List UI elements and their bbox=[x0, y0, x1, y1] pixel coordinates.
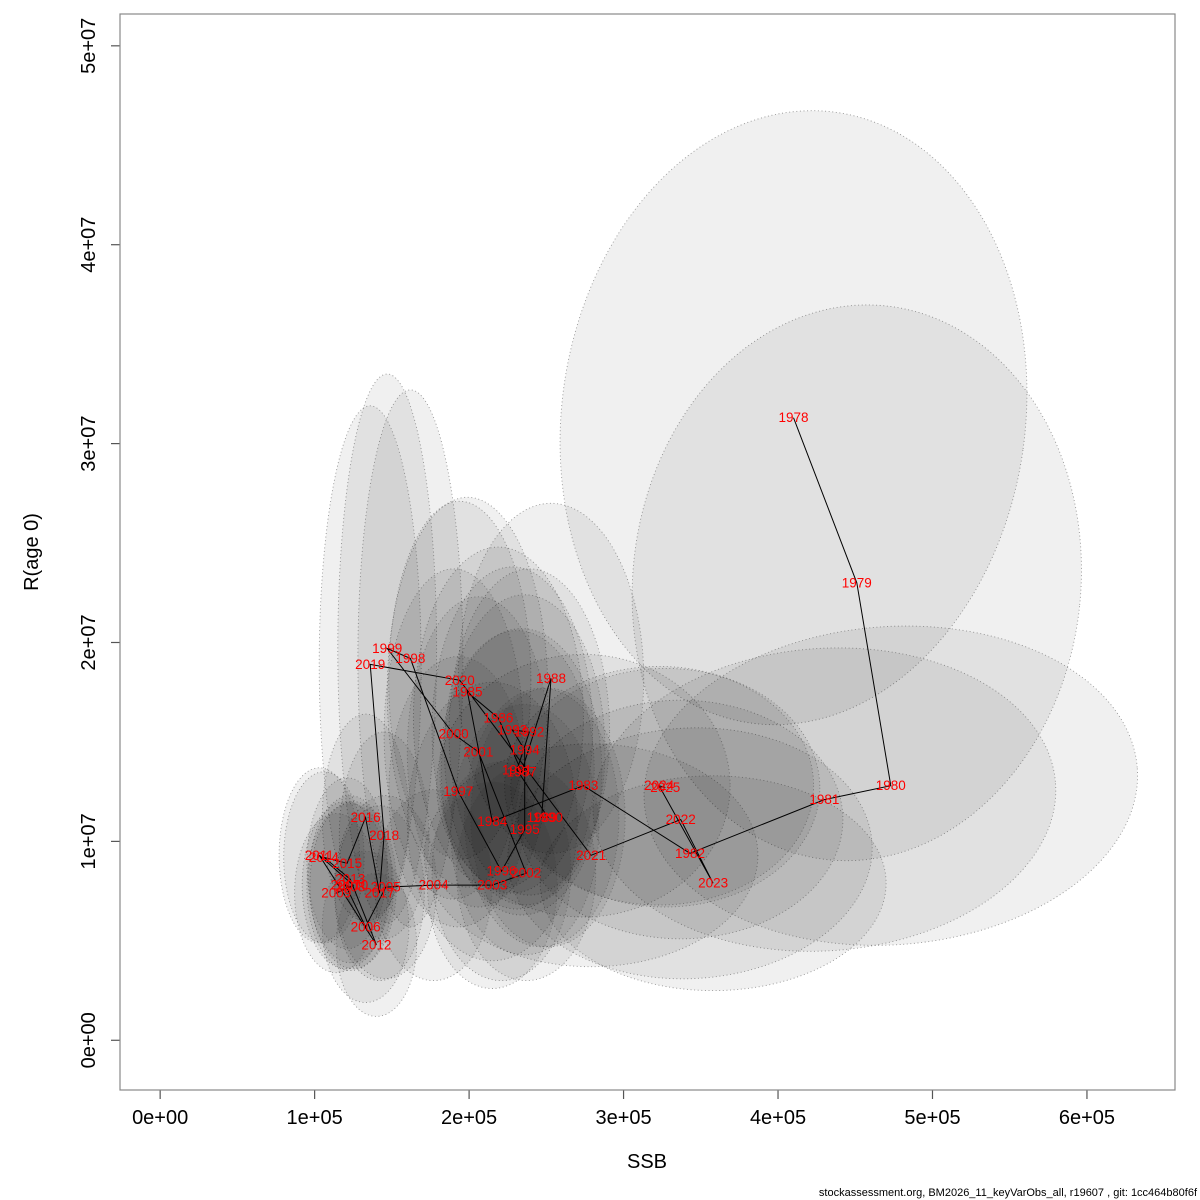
plot-border-box bbox=[119, 13, 1176, 1091]
year-label-2016: 2016 bbox=[351, 810, 381, 825]
year-label-2017: 2017 bbox=[364, 886, 394, 901]
year-label-2005: 2005 bbox=[371, 880, 401, 895]
plot-caption: stockassessment.org, BM2026_11_keyVarObs… bbox=[819, 1187, 1198, 1199]
axes-layer: 0e+00 1e+05 2e+05 3e+05 4e+05 5e+05 6e+05 0e+00… bbox=[78, 18, 1115, 1129]
year-label-1981: 1981 bbox=[809, 792, 839, 807]
year-label-1995: 1995 bbox=[510, 822, 540, 837]
year-label-1990: 1990 bbox=[533, 810, 563, 825]
y-tick-label-5e+07: 5e+07 bbox=[78, 18, 100, 74]
year-label-1992: 1992 bbox=[514, 725, 544, 740]
year-label-1978: 1978 bbox=[778, 410, 808, 425]
x-tick-label-0e+00: 0e+00 bbox=[132, 1107, 188, 1129]
year-trajectory-line bbox=[318, 417, 892, 946]
year-label-1999: 1999 bbox=[372, 641, 402, 656]
x-tick-label-3e+05: 3e+05 bbox=[595, 1107, 651, 1129]
year-label-2021: 2021 bbox=[576, 848, 606, 863]
x-axis-title: SSB bbox=[627, 1151, 667, 1173]
year-label-2009: 2009 bbox=[321, 886, 351, 901]
year-label-2013: 2013 bbox=[335, 872, 365, 887]
year-label-2002: 2002 bbox=[511, 866, 541, 881]
x-tick-label-5e+05: 5e+05 bbox=[904, 1107, 960, 1129]
year-label-1994: 1994 bbox=[510, 742, 541, 757]
year-label-1985: 1985 bbox=[452, 685, 482, 700]
y-tick-label-1e+07: 1e+07 bbox=[78, 813, 100, 869]
year-label-2004: 2004 bbox=[419, 878, 450, 893]
year-label-2014: 2014 bbox=[309, 850, 340, 865]
year-label-2025: 2025 bbox=[650, 780, 680, 795]
year-label-2006: 2006 bbox=[351, 919, 381, 934]
year-label-2007: 2007 bbox=[330, 878, 360, 893]
year-label-2000: 2000 bbox=[439, 727, 469, 742]
year-label-1980: 1980 bbox=[876, 778, 906, 793]
year-label-2018: 2018 bbox=[369, 828, 399, 843]
year-label-1987: 1987 bbox=[507, 764, 537, 779]
x-tick-label-6e+05: 6e+05 bbox=[1059, 1107, 1115, 1129]
y-tick-label-0e+00: 0e+00 bbox=[78, 1012, 100, 1068]
x-tick-label-4e+05: 4e+05 bbox=[750, 1107, 806, 1129]
year-label-2015: 2015 bbox=[332, 856, 362, 871]
y-axis-title: R(age 0) bbox=[21, 513, 43, 591]
y-tick-label-3e+07: 3e+07 bbox=[78, 416, 100, 472]
year-label-2001: 2001 bbox=[463, 744, 493, 759]
year-label-1989: 1989 bbox=[527, 810, 557, 825]
trajectory-line-layer bbox=[318, 417, 892, 946]
year-label-1984: 1984 bbox=[477, 814, 508, 829]
year-label-1983: 1983 bbox=[568, 778, 598, 793]
year-label-1979: 1979 bbox=[842, 575, 872, 590]
year-label-1998: 1998 bbox=[395, 651, 425, 666]
year-label-2003: 2003 bbox=[477, 878, 507, 893]
year-label-1991: 1991 bbox=[502, 762, 532, 777]
year-label-2023: 2023 bbox=[698, 876, 728, 891]
y-tick-label-4e+07: 4e+07 bbox=[78, 217, 100, 273]
year-label-2008: 2008 bbox=[335, 880, 365, 895]
year-label-2020: 2020 bbox=[445, 673, 475, 688]
year-label-2024: 2024 bbox=[644, 778, 675, 793]
year-label-1996: 1996 bbox=[486, 864, 516, 879]
year-label-2019: 2019 bbox=[355, 657, 385, 672]
year-label-2010: 2010 bbox=[338, 878, 368, 893]
x-tick-label-1e+05: 1e+05 bbox=[287, 1107, 343, 1129]
y-tick-label-2e+07: 2e+07 bbox=[78, 614, 100, 670]
year-label-1982: 1982 bbox=[675, 846, 705, 861]
year-label-1986: 1986 bbox=[483, 711, 513, 726]
year-label-2011: 2011 bbox=[305, 848, 334, 863]
year-label-2012: 2012 bbox=[361, 937, 391, 952]
year-label-2022: 2022 bbox=[666, 812, 696, 827]
year-label-1993: 1993 bbox=[497, 723, 527, 738]
year-label-1997: 1997 bbox=[443, 784, 473, 799]
x-tick-label-2e+05: 2e+05 bbox=[441, 1107, 497, 1129]
year-label-1988: 1988 bbox=[536, 671, 566, 686]
